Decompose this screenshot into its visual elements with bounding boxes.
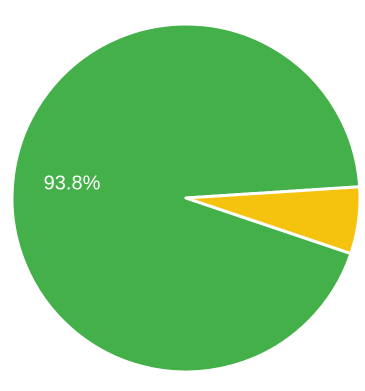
pie-slices	[10, 22, 362, 374]
slice-label-major: 93.8%	[44, 173, 101, 195]
pie-labels: 93.8%	[44, 173, 101, 195]
pie-slice-minor	[184, 185, 362, 256]
